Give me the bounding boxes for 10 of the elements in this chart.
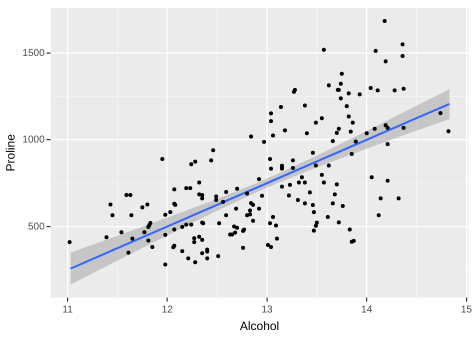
x-tick-label: 12	[162, 304, 174, 316]
x-tick-label: 11	[62, 304, 74, 316]
y-tick-label: 500	[28, 221, 46, 232]
x-tick-label: 13	[261, 304, 274, 316]
y-tick-label: 1000	[22, 134, 46, 146]
x-axis-title: Alcohol	[240, 319, 280, 334]
x-tick-label: 14	[361, 304, 373, 316]
y-tick-label: 1500	[22, 48, 46, 59]
y-axis-title: Proline	[4, 134, 18, 172]
x-tick-label: 15	[460, 304, 472, 316]
